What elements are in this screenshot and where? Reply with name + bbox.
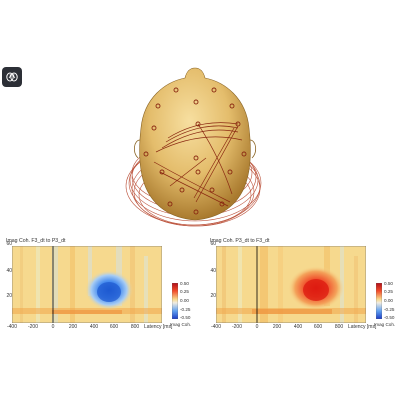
colorbar-tick: -0.50 bbox=[180, 315, 191, 320]
colorbar-tick: 0.25 bbox=[180, 289, 189, 294]
colorbar-tick: 0.25 bbox=[384, 289, 393, 294]
x-tick: -400 bbox=[6, 324, 17, 330]
y-tick: 40 bbox=[6, 268, 12, 274]
colorbar-label: Imag Coh. bbox=[374, 322, 396, 327]
head-3d-view[interactable] bbox=[110, 62, 280, 232]
x-tick: 600 bbox=[109, 324, 119, 330]
x-tick: 200 bbox=[272, 324, 282, 330]
brain-view-button[interactable] bbox=[2, 67, 22, 87]
brain-icon bbox=[6, 72, 18, 82]
x-axis-label: Latency [ms] bbox=[144, 324, 173, 330]
colorbar-tick: 0.50 bbox=[384, 281, 393, 286]
x-tick: -400 bbox=[210, 324, 221, 330]
x-tick: 200 bbox=[68, 324, 78, 330]
colorbar bbox=[172, 283, 178, 319]
y-tick: 40 bbox=[210, 268, 216, 274]
time-frequency-map[interactable] bbox=[216, 246, 366, 323]
x-tick: 0 bbox=[51, 324, 55, 330]
panel-title: Imag Coh. F3_dt to P3_dt bbox=[6, 238, 66, 244]
y-tick: 20 bbox=[6, 293, 12, 299]
y-tick: 60 bbox=[210, 241, 216, 247]
x-tick: -200 bbox=[231, 324, 242, 330]
time-frequency-map[interactable] bbox=[12, 246, 162, 323]
coherence-panel-f3-to-p3: Imag Coh. F3_dt to P3_dt 60 40 20 bbox=[6, 238, 194, 334]
y-tick: 20 bbox=[210, 293, 216, 299]
electrode-markers bbox=[143, 87, 247, 215]
colorbar bbox=[376, 283, 382, 319]
x-tick: 800 bbox=[130, 324, 140, 330]
x-axis-label: Latency [ms] bbox=[348, 324, 377, 330]
x-tick: 800 bbox=[334, 324, 344, 330]
sensor-lines bbox=[153, 122, 243, 207]
colorbar-tick: -0.50 bbox=[384, 315, 395, 320]
x-tick: 600 bbox=[313, 324, 323, 330]
colorbar-tick: 0.50 bbox=[180, 281, 189, 286]
head-surface bbox=[139, 67, 251, 221]
x-tick: -200 bbox=[27, 324, 38, 330]
colorbar-label: Imag Coh. bbox=[170, 322, 192, 327]
colorbar-tick: -0.25 bbox=[180, 307, 191, 312]
colorbar-tick: -0.25 bbox=[384, 307, 395, 312]
y-tick: 60 bbox=[6, 241, 12, 247]
x-tick: 400 bbox=[89, 324, 99, 330]
x-tick: 400 bbox=[293, 324, 303, 330]
colorbar-tick: 0.00 bbox=[384, 298, 393, 303]
coherence-panel-p3-to-f3: Imag Coh. P3_dt to F3_dt 60 40 20 -400 -… bbox=[210, 238, 398, 334]
panel-title: Imag Coh. P3_dt to F3_dt bbox=[210, 238, 270, 244]
x-tick: 0 bbox=[255, 324, 259, 330]
colorbar-tick: 0.00 bbox=[180, 298, 189, 303]
